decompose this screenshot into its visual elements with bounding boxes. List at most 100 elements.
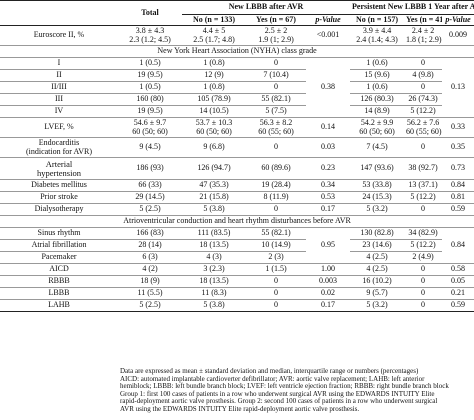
cell-no-2: 5 (3.2) — [350, 203, 405, 216]
cell-total: 1 (0.5) — [118, 57, 182, 70]
cell-p-2: 0.81 — [442, 191, 474, 204]
row-label-diabetes: Diabetes mellitus — [0, 179, 118, 192]
header-yes-2: Yes (n = 41) — [404, 14, 443, 26]
cell-no-1: 5 (3.8) — [182, 299, 246, 312]
cell-yes-2: 0 — [404, 263, 443, 276]
row-label-aicd: AICD — [0, 263, 118, 276]
cell-no-1: 105 (78.9) — [182, 93, 246, 106]
cell-total: 11 (5.5) — [118, 287, 182, 300]
section-title-nyha: New York Heart Association (NYHA) class … — [0, 45, 474, 58]
header-p-value-2: p-Value — [442, 14, 474, 26]
cell-p-2: 0.84 — [442, 179, 474, 192]
row-label-hypertension: Arterial hypertension — [0, 157, 118, 180]
cell-yes-1: 5 (7.5) — [246, 105, 306, 118]
cell-no-2: 4 (2.5) — [350, 263, 405, 276]
cell-no-1: 4.4 ± 5 2.5 (1.7; 4.8) — [182, 25, 246, 46]
table-row: I 1 (0.5) 1 (0.8) 0 0.38 1 (0.6) 0 0.13 — [0, 57, 474, 118]
table-row: Euroscore II, % 3.8 ± 4.3 2.3 (1.2; 4.5) … — [0, 25, 474, 46]
cell-yes-1: 19 (28.4) — [246, 179, 306, 192]
cell-total: 66 (33) — [118, 179, 182, 192]
cell-yes-2: 5 (12.2) — [404, 105, 443, 118]
table-row: Prior stroke 29 (14.5) 21 (15.8) 8 (11.9… — [0, 191, 474, 204]
row-label-endocarditis: Endocarditis (indication for AVR) — [0, 137, 118, 158]
table-row: RBBB 18 (9) 18 (13.5) 0 0.003 16 (10.2) … — [0, 275, 474, 288]
cell-no-2: 53 (33.8) — [350, 179, 405, 192]
header-blank — [0, 0, 118, 15]
cell-no-1: 12 (9) — [182, 69, 246, 82]
cell-total: 19 (9.5) — [118, 69, 182, 82]
cell-no-1: 18 (13.5) — [182, 239, 246, 252]
cell-yes-1: 0 — [246, 275, 306, 288]
cell-no-2: 23 (14.6) — [350, 239, 405, 252]
cell-yes-2: 13 (37.1) — [404, 179, 443, 192]
cell-total: 4 (2) — [118, 263, 182, 276]
cell-yes-2: 2 (4.9) — [404, 251, 443, 264]
table-row: Diabetes mellitus 66 (33) 47 (35.3) 19 (… — [0, 179, 474, 192]
footnote-line: Data are expressed as mean ± standard de… — [120, 368, 419, 375]
table-row: LAHB 5 (2.5) 5 (3.8) 0 0.17 5 (3.2) 0 0.… — [0, 299, 474, 312]
table-row: Pacemaker 6 (3) 4 (3) 2 (3) 4 (2.5) 2 (4… — [0, 251, 474, 264]
header-no-1: No (n = 133) — [182, 14, 246, 26]
cell-no-2: 24 (15.3) — [350, 191, 405, 204]
table-row: AICD 4 (2) 3 (2.3) 1 (1.5) 1.00 4 (2.5) … — [0, 263, 474, 276]
cell-p-1: 0.003 — [306, 275, 351, 288]
table-row: IV 19 (9.5) 14 (10.5) 5 (7.5) 14 (8.9) 5… — [0, 105, 474, 118]
cell-yes-2: 5 (12.2) — [404, 191, 443, 204]
cell-no-2: 4 (2.5) — [350, 251, 405, 264]
cell-total: 9 (4.5) — [118, 137, 182, 158]
cell-yes-2: 26 (74.3) — [404, 93, 443, 106]
cell-p-1-nyha: 0.38 — [306, 57, 351, 118]
cell-p-1: <0.001 — [306, 25, 351, 46]
cell-yes-1: 0 — [246, 287, 306, 300]
cell-no-1: 9 (6.8) — [182, 137, 246, 158]
cell-yes-1: 10 (14.9) — [246, 239, 306, 252]
cell-no-2: 130 (82.8) — [350, 227, 405, 240]
header-yes-1: Yes (n = 67) — [246, 14, 306, 26]
table-row: Atrial fibrillation 28 (14) 18 (13.5) 10… — [0, 239, 474, 252]
header-group-new-lbbb: New LBBB after AVR — [182, 0, 351, 15]
cell-no-2: 16 (10.2) — [350, 275, 405, 288]
cell-yes-1: 2 (3) — [246, 251, 306, 264]
cell-p-2: 0.21 — [442, 287, 474, 300]
data-table: Total New LBBB after AVR Persistent New … — [0, 0, 474, 312]
cell-total: 5 (2.5) — [118, 299, 182, 312]
cell-yes-2: 0 — [404, 203, 443, 216]
cell-yes-1: 1 (1.5) — [246, 263, 306, 276]
row-label-nyha-iii: III — [0, 93, 118, 106]
row-label-nyha-i: I — [0, 57, 118, 70]
cell-yes-1: 0 — [246, 203, 306, 216]
cell-yes-1: 7 (10.4) — [246, 69, 306, 82]
cell-no-1: 14 (10.5) — [182, 105, 246, 118]
cell-no-2: 7 (4.5) — [350, 137, 405, 158]
row-label-dialysotherapy: Dialysotherapy — [0, 203, 118, 216]
row-label-sinus-rhythm: Sinus rhythm — [0, 227, 118, 240]
footnote-line: AVR using the EDWARDS INTUITY Elite rapi… — [120, 404, 360, 413]
cell-total: 166 (83) — [118, 227, 182, 240]
cell-yes-1: 2.5 ± 2 1.9 (1; 2.9) — [246, 25, 306, 46]
cell-yes-2: 4 (9.8) — [404, 69, 443, 82]
cell-p-2: 0.59 — [442, 203, 474, 216]
cell-p-1: 0.03 — [306, 137, 351, 158]
header-no-2: No (n = 157) — [350, 14, 405, 26]
cell-yes-1: 0 — [246, 81, 306, 94]
cell-p-1: 0.34 — [306, 179, 351, 192]
cell-no-2: 126 (80.3) — [350, 93, 405, 106]
row-label-prior-stroke: Prior stroke — [0, 191, 118, 204]
cell-p-2: 0.05 — [442, 275, 474, 288]
table-row: II/III 1 (0.5) 1 (0.8) 0 1 (0.6) 0 — [0, 81, 474, 94]
table-row: LVEF, % 54.6 ± 9.7 60 (50; 60) 53.7 ± 10.… — [0, 117, 474, 138]
row-label-pacemaker: Pacemaker — [0, 251, 118, 264]
table-row: Sinus rhythm 166 (83) 111 (83.5) 55 (82.… — [0, 227, 474, 264]
cell-total: 160 (80) — [118, 93, 182, 106]
row-label-lvef: LVEF, % — [0, 117, 118, 138]
cell-yes-2: 2.4 ± 2 1.8 (1; 2.9) — [404, 25, 443, 46]
cell-no-1: 111 (83.5) — [182, 227, 246, 240]
cell-p-1: 0.53 — [306, 191, 351, 204]
cell-no-2: 9 (5.7) — [350, 287, 405, 300]
cell-yes-1: 0 — [246, 137, 306, 158]
cell-total: 29 (14.5) — [118, 191, 182, 204]
table-row: III 160 (80) 105 (78.9) 55 (82.1) 126 (8… — [0, 93, 474, 106]
cell-p-2: 0.58 — [442, 263, 474, 276]
cell-p-1: 0.14 — [306, 117, 351, 138]
cell-no-1: 47 (35.3) — [182, 179, 246, 192]
